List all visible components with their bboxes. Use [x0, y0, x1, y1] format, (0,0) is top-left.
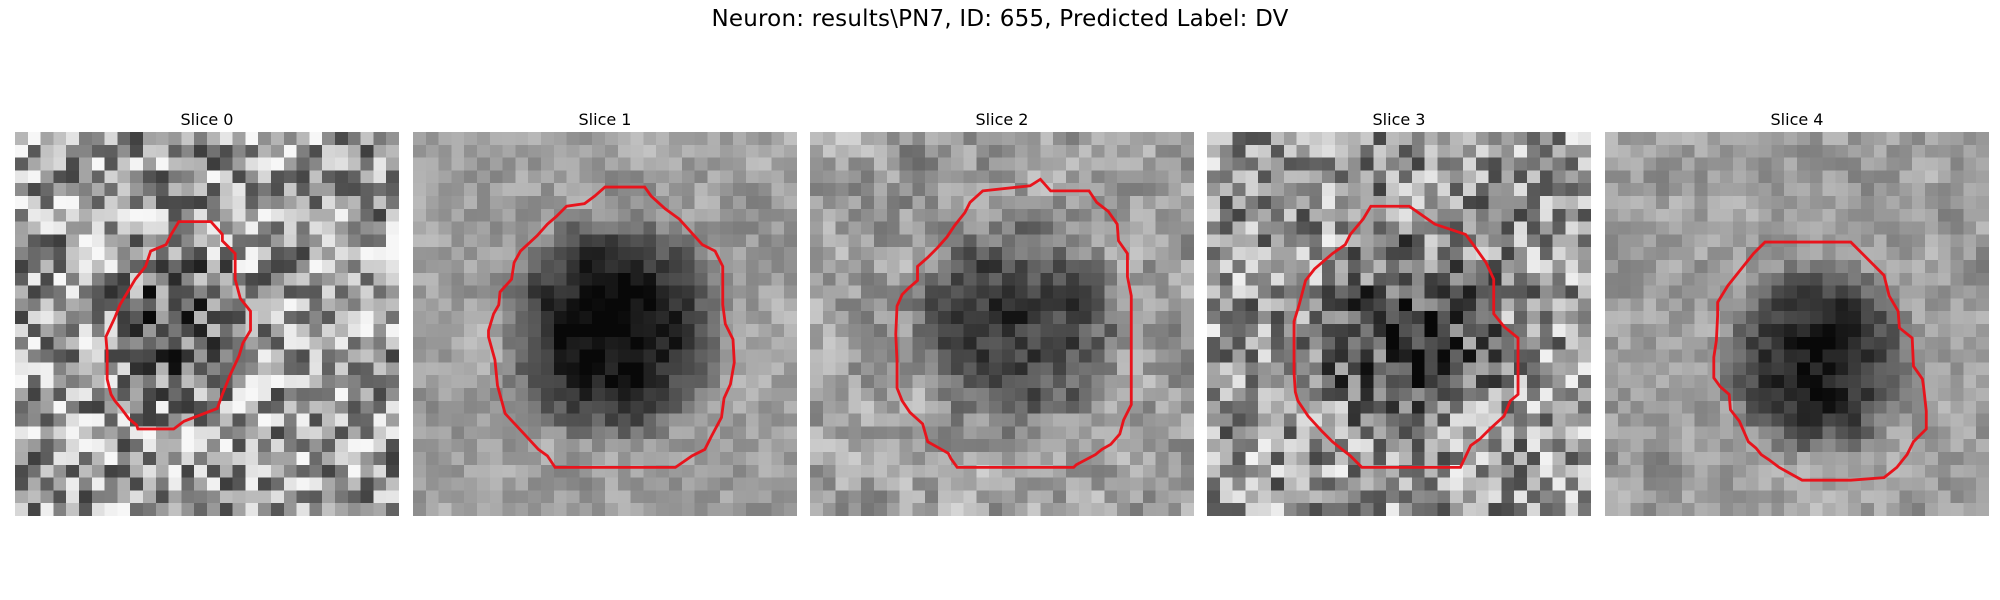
slice-panel-1: Slice 1: [413, 108, 797, 516]
slice-image-4: [1605, 132, 1989, 516]
slice-pixels-1: [413, 132, 797, 516]
slice-panel-0: Slice 0: [15, 108, 399, 516]
slice-pixels-2: [810, 132, 1194, 516]
slice-title-2: Slice 2: [975, 110, 1029, 129]
slice-title-1: Slice 1: [578, 110, 632, 129]
slice-title-0: Slice 0: [180, 110, 234, 129]
cell-contour-3: [1292, 204, 1520, 469]
slice-pixels-3: [1207, 132, 1591, 516]
slice-image-0: [15, 132, 399, 516]
slice-pixels-4: [1605, 132, 1989, 516]
cell-contour-0: [104, 220, 252, 431]
figure-title: Neuron: results\PN7, ID: 655, Predicted …: [711, 6, 1289, 32]
slice-title-4: Slice 4: [1770, 110, 1824, 129]
slice-image-2: [810, 132, 1194, 516]
cell-contour-4: [1712, 240, 1928, 482]
cell-contour-1: [487, 185, 736, 469]
slice-pixels-0: [15, 132, 399, 516]
slice-image-3: [1207, 132, 1591, 516]
cell-contour-2: [894, 177, 1133, 469]
slice-panel-2: Slice 2: [810, 108, 1194, 516]
slice-panel-4: Slice 4: [1605, 108, 1989, 516]
slice-panel-3: Slice 3: [1207, 108, 1591, 516]
slice-title-3: Slice 3: [1372, 110, 1426, 129]
slice-image-1: [413, 132, 797, 516]
